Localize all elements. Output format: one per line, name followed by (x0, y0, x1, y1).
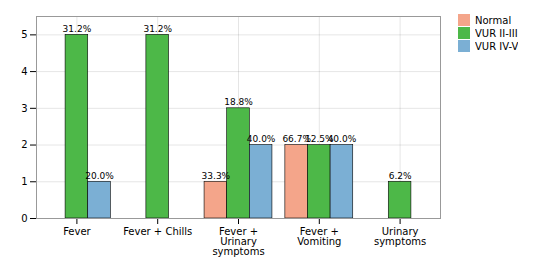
svg-text:33.3%: 33.3% (202, 171, 231, 181)
svg-text:66.7%: 66.7% (282, 134, 311, 144)
svg-text:18.8%: 18.8% (224, 97, 253, 107)
svg-text:31.2%: 31.2% (63, 24, 92, 34)
svg-text:Fever +Vomiting: Fever +Vomiting (297, 226, 341, 247)
html-text:VUR IV-V: VUR IV-V (475, 40, 519, 52)
svg-text:20.0%: 20.0% (85, 171, 114, 181)
svg-text:Fever: Fever (63, 226, 91, 237)
svg-text:40.0%: 40.0% (247, 134, 276, 144)
svg-text:Fever + Chills: Fever + Chills (123, 226, 192, 237)
html-text:VUR II-III: VUR II-III (475, 27, 518, 39)
svg-text:1: 1 (21, 176, 27, 187)
svg-text:12.5%: 12.5% (305, 134, 334, 144)
svg-text:4: 4 (21, 66, 27, 77)
svg-text:31.2%: 31.2% (143, 24, 172, 34)
svg-text:40.0%: 40.0% (328, 134, 357, 144)
html-text:Normal: Normal (475, 14, 512, 26)
svg-text:0: 0 (21, 213, 27, 224)
svg-text:6.2%: 6.2% (389, 171, 412, 181)
svg-text:2: 2 (21, 139, 27, 150)
svg-text:3: 3 (21, 103, 27, 114)
svg-text:5: 5 (21, 29, 27, 40)
svg-text:Urinarysymptoms: Urinarysymptoms (374, 226, 426, 247)
svg-text:Fever +Urinarysymptoms: Fever +Urinarysymptoms (212, 226, 264, 257)
